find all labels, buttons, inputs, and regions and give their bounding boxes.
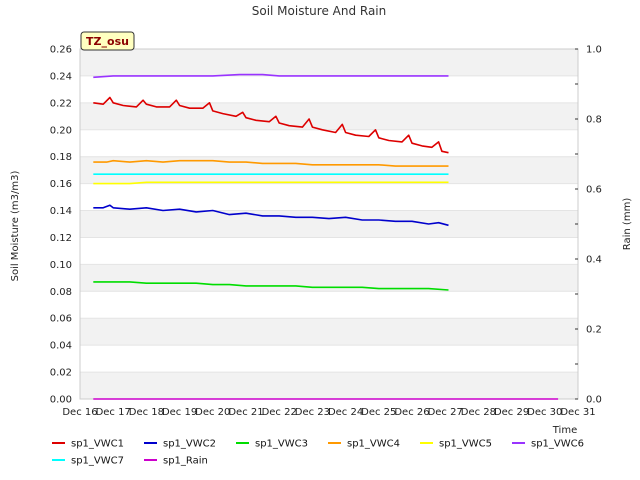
legend-label: sp1_VWC3 — [255, 439, 308, 450]
y-left-tick-label: 0.12 — [50, 233, 72, 244]
x-tick-label: Dec 24 — [328, 407, 363, 418]
series-line-sp1_VWC3 — [93, 281, 449, 291]
legend-label: sp1_VWC2 — [163, 439, 216, 450]
x-tick-label: Dec 31 — [560, 407, 595, 418]
legend-label: sp1_VWC5 — [439, 439, 492, 450]
grid-band — [80, 156, 578, 184]
series-line-sp1_VWC5 — [93, 181, 449, 185]
x-tick-label: Dec 21 — [228, 407, 263, 418]
y-left-tick-label: 0.08 — [50, 287, 72, 298]
legend-label: sp1_Rain — [163, 456, 208, 467]
y-right-tick-label: 0.0 — [586, 395, 602, 406]
x-tick-label: Dec 16 — [62, 407, 97, 418]
x-axis-title: Time — [552, 425, 577, 436]
grid-band — [80, 210, 578, 238]
y-right-tick-label: 0.4 — [586, 255, 602, 266]
x-tick-label: Dec 26 — [394, 407, 429, 418]
y-left-tick-label: 0.26 — [50, 45, 72, 56]
site-badge-label: TZ_osu — [86, 35, 129, 48]
y-left-tick-label: 0.04 — [50, 341, 72, 352]
y-left-tick-label: 0.02 — [50, 368, 72, 379]
y-right-tick-label: 1.0 — [586, 45, 602, 56]
site-badge-box — [80, 31, 135, 51]
y-right-tick-label: 0.8 — [586, 115, 602, 126]
y-right-tick-label: 0.6 — [586, 185, 602, 196]
x-tick-label: Dec 22 — [262, 407, 297, 418]
legend-label: sp1_VWC4 — [347, 439, 400, 450]
legend-label: sp1_VWC1 — [71, 439, 124, 450]
legend-label: sp1_VWC6 — [531, 439, 584, 450]
y-axis-right-ticks: 0.0 0.2 0.4 0.6 0.8 1.0 — [575, 45, 602, 406]
x-tick-label: Dec 28 — [461, 407, 496, 418]
grid-bands — [80, 48, 578, 400]
y-right-tick-label: 0.2 — [586, 325, 602, 336]
grid-band — [80, 318, 578, 346]
y-axis-right-title: Rain (mm) — [622, 198, 633, 251]
series-line-sp1_VWC2 — [93, 204, 449, 227]
y-left-tick-label: 0.18 — [50, 152, 72, 163]
x-tick-label: Dec 18 — [129, 407, 164, 418]
x-tick-label: Dec 27 — [428, 407, 463, 418]
x-tick-label: Dec 20 — [195, 407, 230, 418]
y-axis-left-ticks: 0.00 0.02 0.04 0.06 0.08 0.10 0.12 0.14 0.16 0.18… — [50, 45, 72, 406]
y-left-tick-label: 0.10 — [50, 260, 72, 271]
x-tick-label: Dec 25 — [361, 407, 396, 418]
y-left-tick-label: 0.22 — [50, 98, 72, 109]
legend: sp1_VWC1 sp1_VWC2 sp1_VWC3 sp1_VWC4 sp1_VWC5… — [52, 439, 584, 467]
x-tick-label: Dec 17 — [96, 407, 131, 418]
series-line-sp1_VWC4 — [93, 159, 449, 167]
site-badge: TZ_osu — [80, 31, 135, 51]
y-axis-left-title: Soil Moisture (m3/m3) — [10, 171, 21, 282]
y-left-tick-label: 0.20 — [50, 125, 72, 136]
y-left-tick-label: 0.14 — [50, 206, 72, 217]
grid-band — [80, 372, 578, 399]
x-tick-label: Dec 29 — [494, 407, 529, 418]
y-left-tick-label: 0.06 — [50, 314, 72, 325]
series-line-sp1_VWC1 — [93, 96, 449, 154]
legend-label: sp1_VWC7 — [71, 456, 124, 467]
x-tick-label: Dec 19 — [162, 407, 197, 418]
x-tick-label: Dec 30 — [527, 407, 562, 418]
y-left-tick-label: 0.24 — [50, 71, 72, 82]
x-tick-label: Dec 23 — [295, 407, 330, 418]
y-left-tick-label: 0.16 — [50, 179, 72, 190]
y-left-tick-label: 0.00 — [50, 395, 72, 406]
series-layer — [93, 73, 559, 400]
series-line-sp1_VWC6 — [93, 73, 449, 79]
grid-band — [80, 49, 578, 76]
chart-title: Soil Moisture And Rain — [252, 4, 387, 18]
